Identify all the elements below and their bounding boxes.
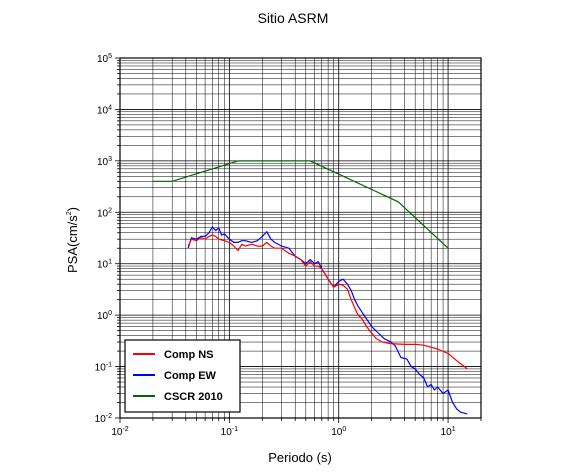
x-axis-title: Periodo (s): [268, 450, 332, 465]
legend-label-comp-ns: Comp NS: [164, 349, 214, 361]
y-tick-label: 103: [97, 156, 112, 168]
y-tick-label: 100: [97, 310, 112, 322]
x-tick-label: 10-1: [221, 426, 238, 438]
legend-label-comp-ew: Comp EW: [164, 370, 217, 382]
y-tick-label: 101: [97, 259, 112, 271]
legend-label-cscr-2010: CSCR 2010: [164, 391, 223, 403]
y-axis-title-superscript: 2: [66, 211, 73, 215]
y-tick-label: 10-2: [95, 413, 112, 425]
y-tick-label: 102: [97, 207, 112, 219]
y-tick-label: 104: [97, 104, 112, 116]
y-axis-title: PSA(cm/s2): [65, 207, 80, 273]
y-tick-label: 105: [97, 53, 112, 65]
x-tick-label: 101: [441, 426, 456, 438]
chart-legend: Comp NS Comp EW CSCR 2010: [124, 339, 241, 413]
chart-axes: 10-2 10-1 100 101 10-2 10-1 100 101 102 103 104 105: [95, 53, 482, 438]
x-tick-label: 100: [331, 426, 346, 438]
series-line-comp-ns: [187, 234, 468, 370]
chart-series: [152, 160, 468, 415]
series-line-cscr-2010: [152, 160, 449, 249]
y-axis-title-prefix: PSA(cm/s: [65, 215, 80, 273]
y-tick-label: 10-1: [95, 362, 112, 374]
plot-frame: [119, 57, 482, 419]
x-tick-label: 10-2: [111, 426, 128, 438]
chart-title: Sitio ASRM: [258, 10, 329, 26]
y-axis-title-suffix: ): [65, 207, 80, 211]
